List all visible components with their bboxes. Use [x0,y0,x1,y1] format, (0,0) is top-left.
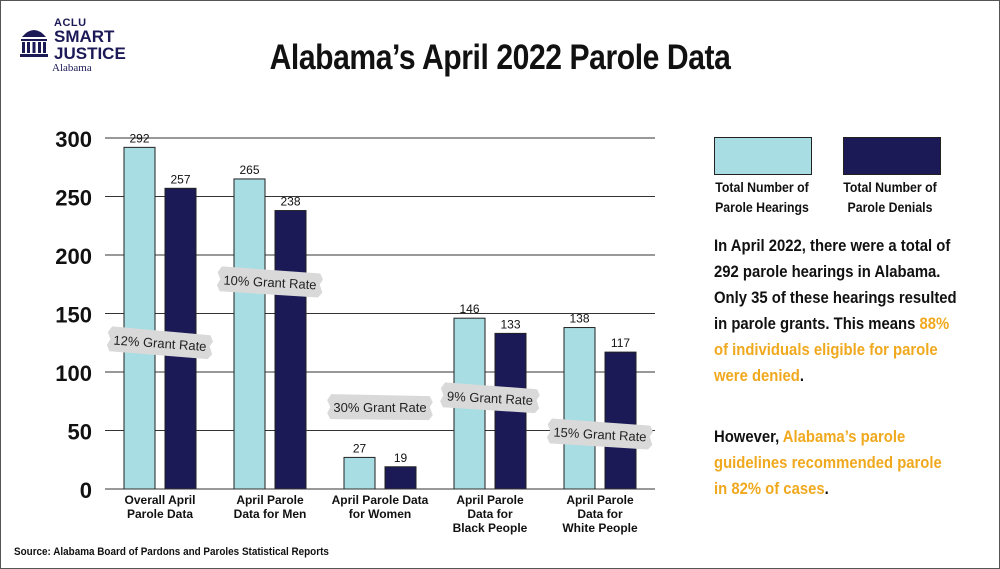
grant-rate-annotation: 9% Grant Rate [440,382,540,414]
guidelines-paragraph: However, Alabama’s parole guidelines rec… [714,424,957,502]
summary-highlight: 88% of individuals eligible for parole w… [714,315,950,385]
data-label: 117 [611,336,630,350]
legend-denials-line-2: Parole Denials [847,199,933,215]
category-label: Black People [453,521,528,535]
category-label: April Parole Data [332,493,429,507]
bar-denials [274,210,307,490]
y-tick-label: 150 [55,303,92,328]
category-label: April Parole [566,493,634,507]
logo-state-text: Alabama [52,62,92,74]
data-label: 146 [459,302,479,316]
data-label: 138 [569,312,589,326]
data-label: 19 [394,451,408,465]
y-tick-label: 200 [55,244,92,269]
legend-denials-line-1: Total Number of [843,179,937,195]
guidelines-end: . [824,480,829,498]
chart-title: Alabama’s April 2022 Parole Data [269,38,731,77]
bar-hearings [563,327,596,490]
annotation-text: 10% Grant Rate [223,272,317,292]
guidelines-highlight: Alabama’s parole guidelines recommended … [714,428,942,498]
data-label: 27 [353,441,367,455]
data-label: 265 [239,163,259,177]
legend-label-denials: Total Number of Parole Denials [833,177,947,217]
category-label: April Parole [236,493,304,507]
annotation-background [216,266,323,298]
legend-label-hearings: Total Number of Parole Hearings [705,177,819,217]
legend-hearings-line-2: Parole Hearings [715,199,809,215]
bar-hearings [343,456,376,490]
data-label: 257 [170,172,190,186]
grant-rate-annotation: 10% Grant Rate [216,266,323,298]
y-tick-label: 250 [55,186,92,211]
data-label: 133 [500,317,520,331]
annotation-background [106,326,214,360]
data-label: 292 [129,131,149,145]
annotation-background [327,394,433,421]
annotation-text: 9% Grant Rate [447,388,534,407]
category-label: Data for [577,507,623,521]
annotation-background [546,418,653,450]
category-label: April Parole [456,493,524,507]
bar-hearings [233,178,266,490]
y-tick-label: 300 [55,127,92,152]
y-tick-label: 100 [55,361,92,386]
y-tick-label: 50 [68,420,92,445]
annotation-text: 30% Grant Rate [333,400,426,415]
legend-swatch-hearings [714,137,812,175]
summary-end: . [799,367,804,385]
data-label: 238 [280,195,300,209]
category-label: White People [562,521,638,535]
logo-aclu-text: ACLU [54,17,87,29]
logo-justice-text: JUSTICE [54,44,126,63]
aclu-logo: ACLU SMART JUSTICE Alabama [19,17,139,74]
y-tick-label: 0 [80,478,92,503]
capitol-logo-icon [20,30,48,57]
category-label: Data for [467,507,513,521]
annotation-background [440,382,540,414]
bar-denials [604,351,637,490]
grant-rate-annotation: 15% Grant Rate [546,418,653,450]
bar-denials [384,466,417,490]
summary-paragraph: In April 2022, there were a total of 292… [714,233,957,389]
grant-rate-annotation: 30% Grant Rate [327,394,433,421]
legend-swatch-denials [843,137,941,175]
summary-text: In April 2022, there were a total of 292… [714,237,957,333]
bar-hearings [123,146,156,490]
category-label: Overall April [125,493,196,507]
legend-hearings-line-1: Total Number of [715,179,809,195]
guidelines-text: However, [714,428,783,446]
grant-rate-annotation: 12% Grant Rate [106,326,214,360]
category-label: Parole Data [127,507,193,521]
annotation-text: 12% Grant Rate [113,333,207,354]
category-label: for Women [349,507,411,521]
annotation-text: 15% Grant Rate [553,425,647,445]
source-note: Source: Alabama Board of Pardons and Par… [14,546,329,558]
category-label: Data for Men [234,507,307,521]
logo-smart-text: SMART [54,27,115,46]
